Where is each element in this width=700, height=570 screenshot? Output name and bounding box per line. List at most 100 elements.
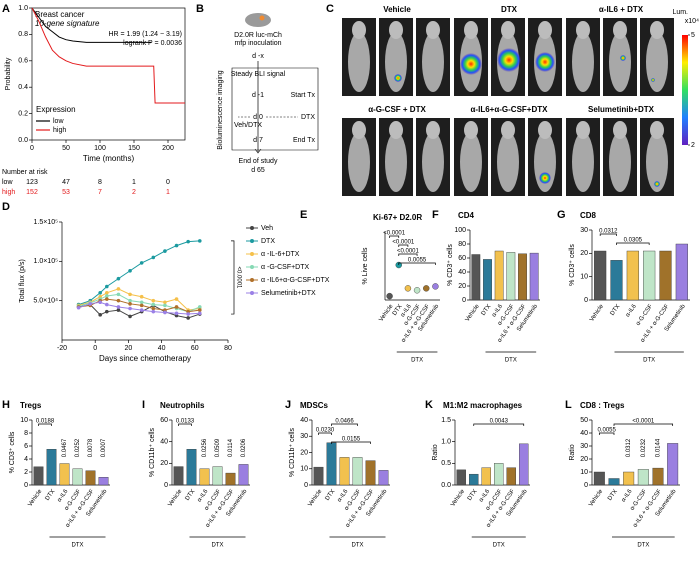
y-tick-label: 60 [458,255,466,262]
mouse-body [572,132,594,192]
point [186,239,190,244]
p-value: 0.0252 [75,438,81,457]
y-tick-label: 6 [24,443,28,450]
category-label: DTX [392,304,404,317]
dot [395,261,402,269]
signal [539,172,551,184]
category-label: Vehicle [27,488,43,508]
legend-label: Selumetinib+DTX [261,290,316,297]
point [197,305,202,309]
mouse-body [422,132,444,192]
mouse-head [389,21,403,39]
bar [456,469,466,486]
category-label: Vehicle [307,488,323,508]
panel-label: L [565,399,572,411]
risk-row-name: high [2,189,15,196]
point [139,300,144,305]
point [151,309,156,314]
category-label: DTX [481,304,493,317]
legend-marker [250,265,254,269]
y-axis-label: % CD3⁺ cells [447,244,454,286]
signal [394,74,402,82]
x-tick-label: 40 [158,345,166,352]
significance-bracket [616,242,650,245]
panel-label: E [300,209,307,221]
category-label: Vehicle [450,488,466,508]
significance-bracket [599,233,617,236]
dot [386,292,393,300]
bar [610,260,623,301]
risk-count: 1 [132,179,136,186]
legend-label: DTX [261,238,275,245]
mouse-head [650,121,664,139]
y-tick-label: 30 [300,433,308,440]
bar [483,259,492,301]
y-tick-label: 1.0 [18,5,28,12]
risk-count: 123 [26,179,38,186]
point [116,305,121,309]
y-tick-label: 0.5 [441,460,451,467]
point [139,294,144,299]
risk-row-name: low [2,179,13,186]
dot [413,287,421,294]
x-tick-label: 20 [125,345,133,352]
y-tick-label: 30 [580,443,588,450]
treatment-start: Start Tx [291,92,316,99]
y-tick-label: 40 [300,417,308,424]
x-tick-label: 100 [94,145,106,152]
mouse-head [538,21,552,39]
panel-label: A [2,3,10,15]
signal [654,181,660,187]
point [76,305,81,310]
y-tick-label: 40 [458,269,466,276]
bar [469,473,479,486]
x-tick-label: 80 [224,345,232,352]
category-label: Vehicle [588,488,604,508]
category-label: DTX [610,304,622,317]
x-tick-label: 60 [191,345,199,352]
annotation: <0.0001 [235,267,241,290]
p-value: 0.0007 [101,438,107,457]
x-tick-label: 0 [30,145,34,152]
bar [593,471,605,486]
p-value: 0.0467 [62,438,68,457]
mouse-head [613,21,627,39]
group-label: DTX [72,543,84,549]
bar [173,466,184,486]
y-tick-label: 20 [580,250,588,257]
legend-marker [250,278,254,282]
risk-count: 47 [62,179,70,186]
group-label: DTX [637,543,649,549]
bar [608,478,620,486]
y-tick-label: 5.0×10⁴ [33,298,58,305]
risk-count: 53 [62,189,70,196]
risk-table-title: Number at risk [2,169,48,176]
point [116,298,121,303]
point [174,243,179,248]
point [186,316,190,320]
panel-label: G [557,209,566,221]
group-title: Selumetinib+DTX [588,105,655,114]
mouse-head [576,121,590,139]
category-label: DTX [45,489,57,502]
y-axis-label: % CD11b⁺ cells [289,427,296,477]
panel-label: H [2,399,10,411]
series-line [78,288,200,311]
risk-count: 2 [132,189,136,196]
point [163,300,167,305]
mouse-body [348,132,370,192]
baseline: Steady BLI signal [231,71,286,78]
plot-frame [31,7,186,141]
mouse-head [352,121,366,139]
significance-bracket [598,432,615,435]
bar [518,253,527,301]
y-tick-label: 0 [164,482,168,489]
panel-label: C [326,3,334,15]
colorbar-label: Lum. [672,9,688,16]
mouse-body [422,32,444,92]
point [98,313,102,317]
point [128,268,132,273]
point [128,298,132,303]
legend-label: low [53,118,64,125]
